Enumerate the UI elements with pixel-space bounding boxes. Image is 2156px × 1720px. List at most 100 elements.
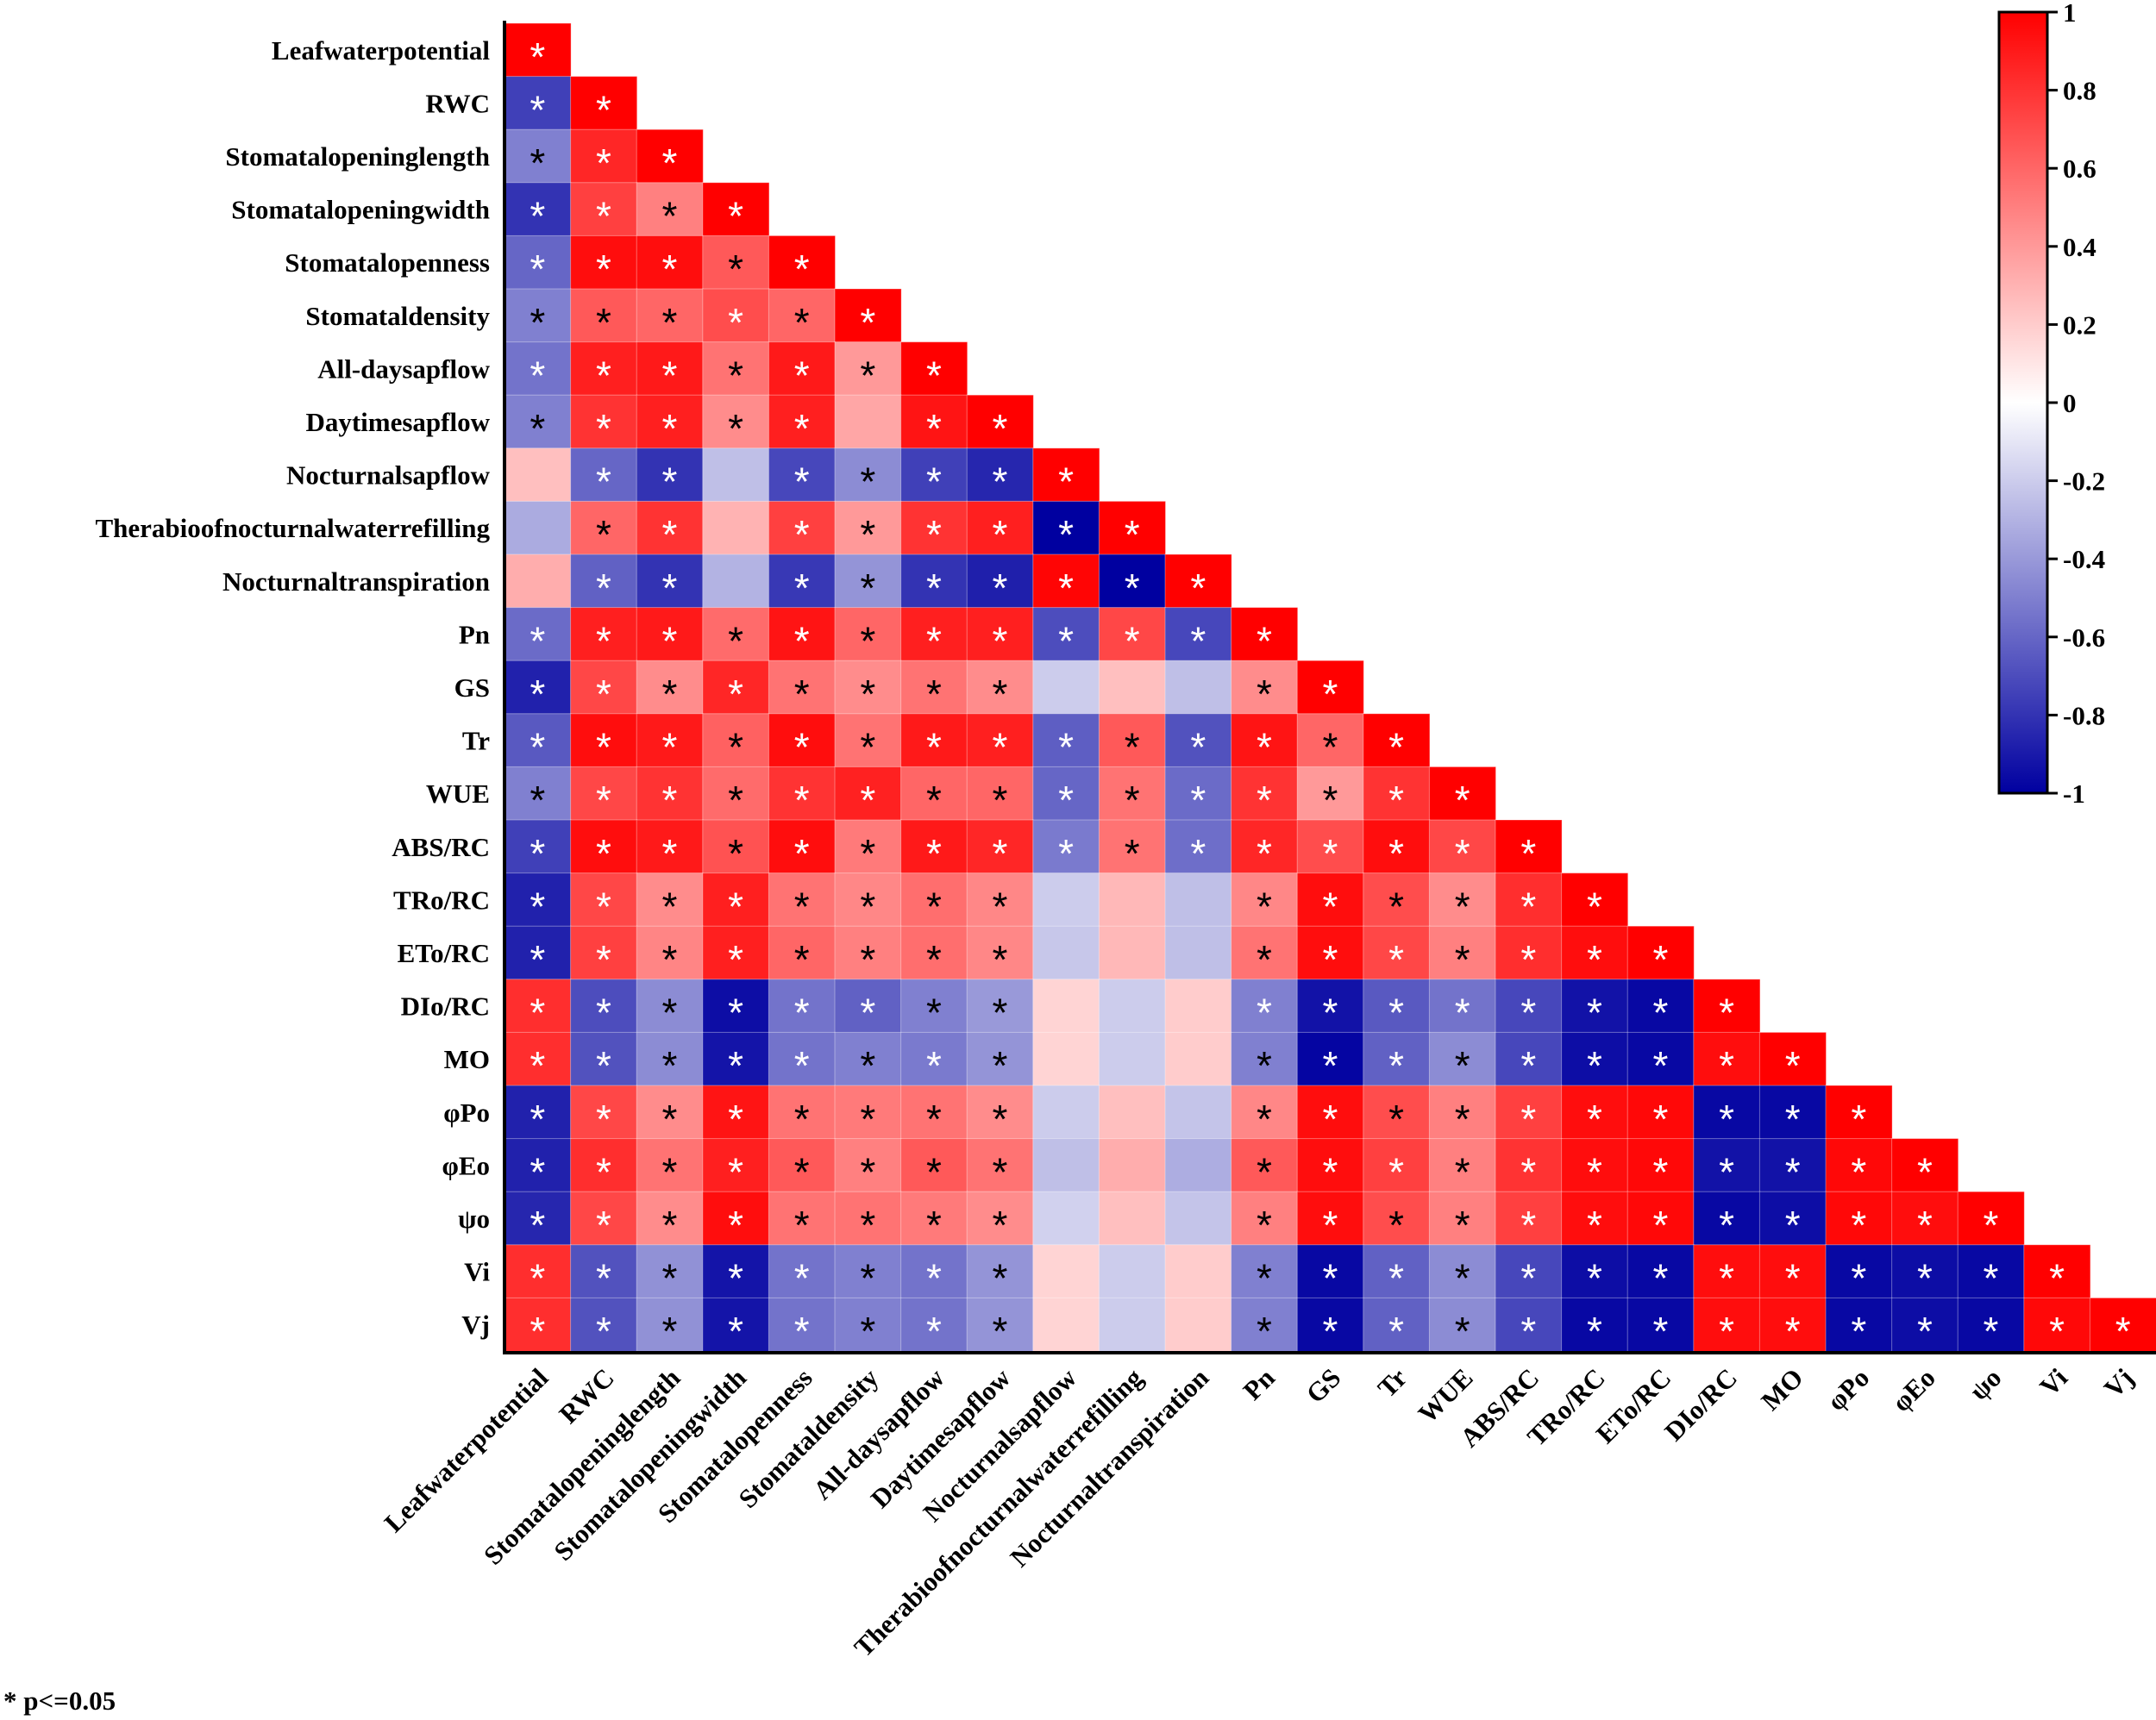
- heatmap-cell: [504, 500, 572, 556]
- y-tick-label: Daytimesapflow: [305, 407, 490, 437]
- heatmap-cell: [1296, 766, 1364, 822]
- significance-star: *: [860, 884, 875, 929]
- colorbar-tick-label: -0.8: [2063, 700, 2105, 730]
- significance-star: *: [728, 194, 743, 239]
- heatmap-cell: [900, 1244, 968, 1299]
- significance-star: *: [1323, 884, 1338, 929]
- heatmap-cell: [1296, 1191, 1364, 1246]
- heatmap-cell: [834, 1244, 902, 1299]
- significance-star: *: [1058, 460, 1074, 504]
- significance-star: *: [596, 247, 611, 291]
- significance-star: *: [794, 1097, 810, 1141]
- heatmap-cell: [1164, 925, 1232, 980]
- heatmap-cell: [834, 554, 902, 609]
- heatmap-cell: [834, 500, 902, 556]
- significance-star: *: [1323, 831, 1338, 876]
- heatmap-cell: [570, 235, 638, 290]
- significance-star: *: [1125, 566, 1140, 610]
- significance-star: *: [1587, 1043, 1602, 1088]
- significance-star: *: [1257, 937, 1272, 982]
- y-axis-labels: Leafwaterpotential RWC Stomatalopeningleng…: [96, 35, 491, 1340]
- significance-star: *: [728, 1256, 743, 1301]
- significance-star: *: [794, 353, 810, 397]
- significance-star: *: [1455, 831, 1470, 876]
- significance-star: *: [926, 406, 942, 451]
- significance-star: *: [1388, 1309, 1404, 1354]
- heatmap-cell: [1495, 819, 1563, 874]
- significance-star: *: [1520, 991, 1536, 1035]
- heatmap-cell: [768, 288, 837, 343]
- y-tick-label: Leafwaterpotential: [272, 35, 490, 66]
- heatmap-cell: [1693, 1244, 1761, 1299]
- significance-star: *: [2115, 1309, 2131, 1354]
- heatmap-cell: [570, 447, 638, 503]
- heatmap-cell: [900, 713, 968, 768]
- significance-star: *: [1058, 725, 1074, 770]
- heatmap-cell: [966, 554, 1034, 609]
- significance-star: *: [662, 353, 678, 397]
- significance-star: *: [530, 618, 545, 663]
- heatmap-cell: [966, 1138, 1034, 1193]
- significance-star: *: [926, 1149, 942, 1194]
- significance-star: *: [662, 672, 678, 716]
- significance-star: *: [1520, 937, 1536, 982]
- significance-star: *: [1785, 1149, 1801, 1194]
- heatmap-cell: [1296, 713, 1364, 768]
- significance-star: *: [993, 725, 1008, 770]
- significance-star: *: [1388, 1043, 1404, 1088]
- colorbar: 1 0.8 0.6 0.4 0.2 0 -0.2 -0.4 -0.6 -0.8 -1: [1997, 0, 2105, 809]
- significance-star: *: [1587, 937, 1602, 982]
- y-tick-label: DIo/RC: [401, 991, 490, 1022]
- heatmap-cell: [1098, 1031, 1167, 1087]
- significance-star: *: [728, 353, 743, 397]
- heatmap-cell: [834, 660, 902, 715]
- significance-star: *: [1190, 618, 1206, 663]
- heatmap-cell: [1164, 1031, 1232, 1087]
- significance-star: *: [860, 991, 875, 1035]
- heatmap-cell: [702, 182, 770, 237]
- significance-star: *: [1257, 778, 1272, 822]
- significance-star: *: [1323, 937, 1338, 982]
- significance-star: *: [530, 1043, 545, 1088]
- significance-star: *: [596, 672, 611, 716]
- heatmap-cell: [966, 713, 1034, 768]
- significance-star: *: [530, 194, 545, 239]
- heatmap-cell: [702, 500, 770, 556]
- heatmap-cell: [504, 1244, 572, 1299]
- heatmap-cell: [1561, 925, 1629, 980]
- heatmap-cell: [570, 713, 638, 768]
- heatmap-cell: [900, 554, 968, 609]
- significance-star: *: [530, 141, 545, 185]
- heatmap-cell: [1428, 1244, 1497, 1299]
- significance-star: *: [530, 34, 545, 79]
- heatmap-cell: [1296, 1244, 1364, 1299]
- heatmap-cell: [1098, 873, 1167, 928]
- significance-star: *: [728, 831, 743, 876]
- heatmap-cell: [900, 607, 968, 662]
- heatmap-cell: [966, 925, 1034, 980]
- x-tick-label: DIo/RC: [1658, 1362, 1743, 1447]
- heatmap-cell: [1231, 1085, 1299, 1140]
- heatmap-cell: [834, 1085, 902, 1140]
- significance-star: *: [993, 991, 1008, 1035]
- significance-star: *: [926, 672, 942, 716]
- significance-star: *: [530, 778, 545, 822]
- heatmap-cell: [1032, 925, 1100, 980]
- significance-star: *: [794, 831, 810, 876]
- heatmap-cell: [1296, 660, 1364, 715]
- significance-star: *: [596, 406, 611, 451]
- significance-star: *: [1455, 937, 1470, 982]
- significance-star: *: [1058, 512, 1074, 557]
- heatmap-cell: [504, 1138, 572, 1193]
- significance-star: *: [794, 937, 810, 982]
- significance-star: *: [530, 247, 545, 291]
- significance-star: *: [1388, 1256, 1404, 1301]
- significance-star: *: [1058, 618, 1074, 663]
- heatmap-cell: [1495, 1138, 1563, 1193]
- x-axis-labels: Leafwaterpotential RWCStomatalopeningleng…: [379, 1362, 2140, 1663]
- heatmap-cell: [834, 819, 902, 874]
- significance-star: *: [1455, 1043, 1470, 1088]
- heatmap-cell: [900, 1191, 968, 1246]
- significance-star: *: [1257, 725, 1272, 770]
- significance-star: *: [993, 566, 1008, 610]
